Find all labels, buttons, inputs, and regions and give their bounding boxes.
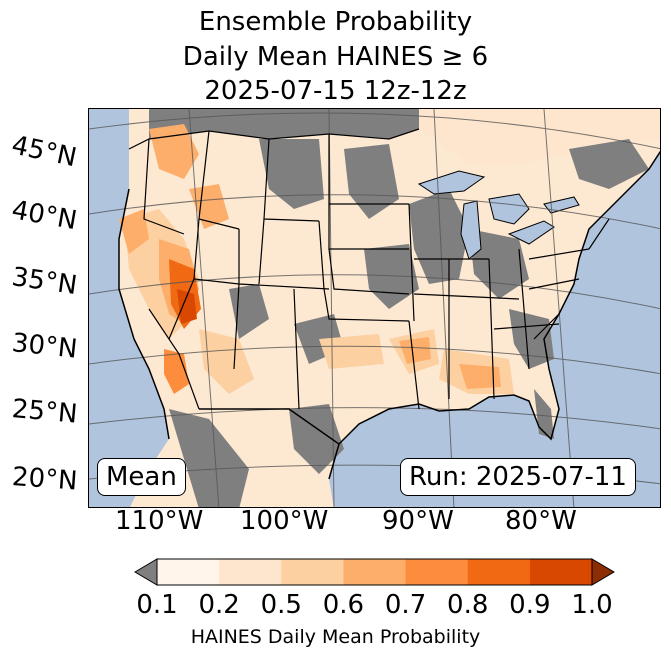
colorbar xyxy=(134,558,615,586)
lat-label-40: 40°N xyxy=(9,195,80,237)
colorbar-over-arrow xyxy=(591,558,615,586)
canada-light xyxy=(419,109,660,164)
title-line-2: Daily Mean HAINES ≥ 6 xyxy=(182,42,489,72)
map-canvas xyxy=(89,109,660,507)
gridlines xyxy=(89,109,660,507)
great-lakes xyxy=(417,170,580,260)
colorbar-segment xyxy=(529,559,593,585)
colorbar-segment xyxy=(157,559,220,585)
title-line-1: Ensemble Probability xyxy=(198,7,473,37)
coastline xyxy=(118,150,660,480)
stat-label-box: Mean xyxy=(97,458,186,496)
map-panel xyxy=(88,108,661,508)
state-borders xyxy=(128,128,610,410)
lon-label-100: 100°W xyxy=(240,506,329,536)
lon-label-90: 90°W xyxy=(382,506,454,536)
colorbar-tick-label: 0.2 xyxy=(198,590,240,620)
probability-areas xyxy=(119,124,514,394)
colorbar-segment xyxy=(343,559,407,585)
colorbar-segments xyxy=(157,559,593,585)
colorbar-segment xyxy=(281,559,344,585)
colorbar-label: HAINES Daily Mean Probability xyxy=(190,626,481,648)
lat-label-20: 20°N xyxy=(10,462,79,497)
lat-label-30: 30°N xyxy=(10,328,79,365)
colorbar-tick-label: 0.1 xyxy=(136,590,178,620)
lat-label-25: 25°N xyxy=(10,394,79,430)
lat-label-35: 35°N xyxy=(9,262,79,301)
colorbar-tick-label: 1.0 xyxy=(571,590,613,620)
lat-label-45: 45°N xyxy=(8,130,80,174)
colorbar-tick-label: 0.7 xyxy=(384,590,427,620)
colorbar-segment xyxy=(219,559,282,585)
colorbar-tick-label: 0.5 xyxy=(260,590,302,620)
lon-label-80: 80°W xyxy=(505,506,577,536)
colorbar-tick-label: 0.8 xyxy=(447,590,489,620)
lon-label-110: 110°W xyxy=(115,506,204,536)
colorbar-tick-label: 0.6 xyxy=(322,590,365,620)
colorbar-tick-label: 0.9 xyxy=(509,590,551,620)
colorbar-under-arrow xyxy=(134,558,158,586)
colorbar-segment xyxy=(405,559,469,585)
colorbar-segment xyxy=(467,559,531,585)
title-line-3: 2025-07-15 12z-12z xyxy=(204,76,467,106)
colorbar-outline xyxy=(156,558,593,586)
run-label-box: Run: 2025-07-11 xyxy=(400,458,636,496)
